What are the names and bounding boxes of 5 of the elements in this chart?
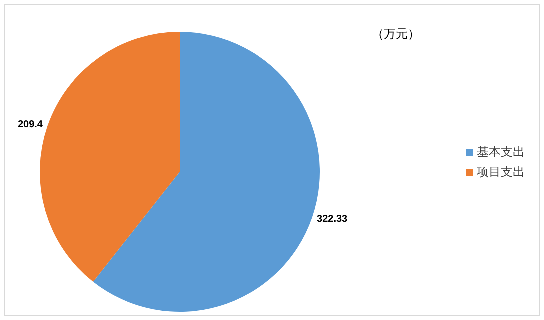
legend-label: 项目支出 (476, 164, 525, 180)
legend-label: 基本支出 (476, 144, 525, 160)
text: （万元） (372, 26, 420, 43)
data-label: 209.4 (18, 119, 44, 130)
data-label: 322.33 (317, 214, 348, 226)
